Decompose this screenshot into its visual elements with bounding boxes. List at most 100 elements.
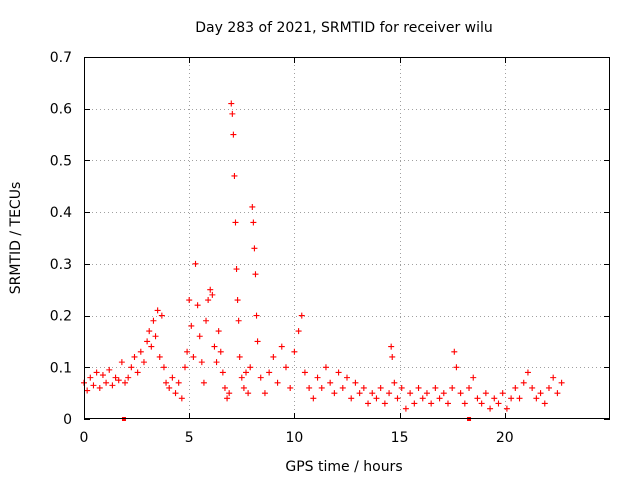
data-point [154,307,161,314]
data-point [352,379,359,386]
data-point [252,271,259,278]
data-point [253,312,260,319]
data-point [128,364,135,371]
data-point [158,312,165,319]
data-point [166,384,173,391]
y-tick-label: 0.7 [50,50,72,66]
data-point [200,379,207,386]
data-point [508,395,515,402]
data-point [474,395,481,402]
data-point [533,395,540,402]
data-point [196,333,203,340]
data-point [453,364,460,371]
data-point [131,353,138,360]
data-point [495,400,502,407]
data-point [491,395,498,402]
x-tick-label: 10 [285,430,303,446]
data-point [205,297,212,304]
data-point [287,384,294,391]
data-point [339,384,346,391]
data-point [122,379,129,386]
data-point [224,395,231,402]
data-point [306,384,313,391]
data-point [236,353,243,360]
y-tick-label: 0.6 [50,102,72,118]
data-point [503,405,510,412]
data-point [109,382,116,389]
data-point [365,400,372,407]
tick-labels: 0 0.1 0.2 0.3 0.4 0.5 0.6 0.7 0 5 10 15 20 [50,50,514,446]
data-point [348,395,355,402]
data-point [211,343,218,350]
data-point [344,374,350,381]
data-point [163,379,170,386]
data-point [554,390,561,397]
data-point [240,384,247,391]
data-point [314,374,321,381]
data-point [99,372,106,379]
axis-ticks [84,57,610,420]
data-point [229,110,236,117]
y-tick-label: 0.4 [50,205,72,221]
data-point [186,297,193,304]
data-point [118,359,125,366]
x-tick-label: 20 [496,430,514,446]
data-point [398,384,405,391]
data-point [356,390,363,397]
data-point [415,384,422,391]
data-point [251,245,258,252]
data-point [178,395,185,402]
data-point [184,348,191,355]
data-point [423,390,430,397]
data-point [428,400,435,407]
data-point [524,369,531,376]
data-point [230,131,237,138]
data-point [470,374,477,381]
data-point [322,364,329,371]
data-point [217,348,224,355]
data-point [449,384,456,391]
data-point [391,379,398,386]
data-point [213,359,220,366]
data-point [377,384,384,391]
data-point [257,374,264,381]
data-point [274,379,281,386]
data-point [232,219,239,226]
data-point [295,328,302,335]
x-tick-label: 15 [391,430,409,446]
data-point [249,203,256,210]
data-point [254,338,261,345]
data-point [298,312,305,319]
y-tick-label: 0.1 [50,360,72,376]
data-point [301,369,308,376]
data-point [411,400,418,407]
data-point [499,390,506,397]
data-point [152,333,159,340]
data-point [112,374,119,381]
data-point [247,364,254,371]
data-point [487,405,494,412]
data-point [360,384,367,391]
data-point [310,395,317,402]
data-point [440,390,447,397]
data-point [125,374,132,381]
data-point [381,400,388,407]
data-point [192,260,199,267]
data-point [106,366,113,373]
data-point [243,369,250,376]
x-tick-label: 0 [80,430,89,446]
data-point [245,390,252,397]
data-point [87,374,94,381]
data-point [198,359,205,366]
x-tick-label: 5 [185,430,194,446]
plot-frame [84,57,610,419]
data-point [221,384,228,391]
data-point [389,353,396,360]
data-point [235,317,242,324]
y-axis-label: SRMTID / TECUs [8,182,24,295]
data-point [529,384,536,391]
data-point [137,348,144,355]
data-point [172,390,179,397]
y-tick-label: 0.3 [50,257,72,273]
